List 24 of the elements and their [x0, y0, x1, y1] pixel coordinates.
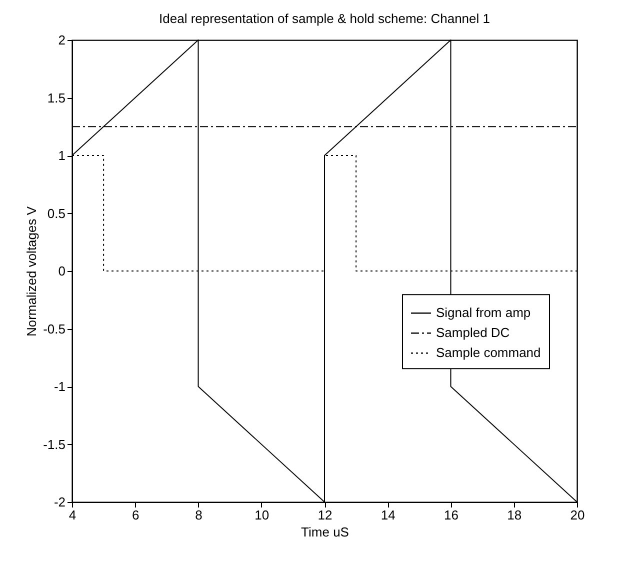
y-tick-label: 1.5 — [47, 90, 66, 106]
x-tick-label: 4 — [68, 508, 76, 522]
x-tick-label: 20 — [570, 508, 585, 522]
x-tick-label: 8 — [195, 508, 202, 522]
y-tick-label: -0.5 — [43, 321, 66, 336]
legend-label: Sample command — [436, 345, 541, 360]
chart-title: Ideal representation of sample & hold scheme: Channel 1 — [159, 11, 490, 26]
y-tick-label: 1 — [58, 148, 66, 163]
y-tick-label: 0.5 — [47, 206, 66, 221]
y-axis-title: Normalized voltages V — [24, 206, 40, 337]
y-tick-label: 2 — [58, 32, 66, 48]
y-tick-label: -1.5 — [43, 436, 66, 452]
y-tick-label: -1 — [54, 379, 66, 394]
x-tick-label: 12 — [318, 508, 332, 522]
legend-label: Sampled DC — [436, 325, 510, 340]
x-tick-label: 18 — [507, 508, 522, 522]
x-axis-title: Time uS — [301, 524, 350, 540]
legend-label: Signal from amp — [436, 305, 531, 320]
y-tick-label: -2 — [54, 494, 66, 510]
y-tick-label: 0 — [58, 264, 66, 278]
x-tick-label: 16 — [444, 508, 458, 522]
x-tick-label: 14 — [380, 508, 396, 522]
x-tick-label: 6 — [132, 508, 140, 522]
x-tick-label: 10 — [254, 508, 270, 522]
